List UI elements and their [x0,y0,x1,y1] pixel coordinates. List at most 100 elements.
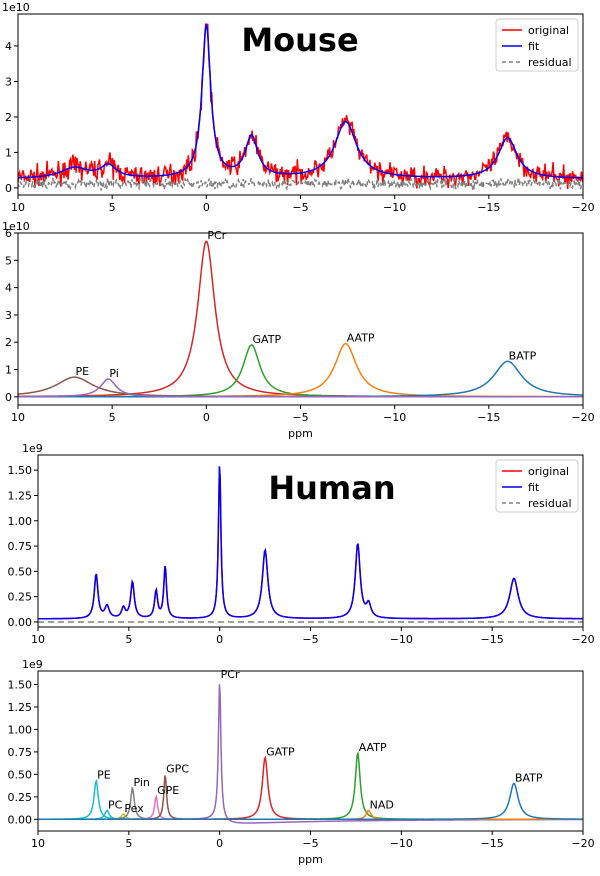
y-multiplier: 1e10 [2,220,30,233]
x-tick-label: 5 [125,837,132,850]
series-line-original [18,23,583,190]
legend-box [495,459,579,513]
peak-label-GATP: GATP [253,333,282,346]
x-tick-label: 5 [109,411,116,424]
mouse-components-panel: PCr GATP AATP BATP PE Pi 10 5 0 −5 −10 −15 −20 0 1 2 3 4 5… [2,220,595,440]
peak-label-GATP: GATP [266,745,295,758]
series-line-fit [18,22,583,179]
legend-box [495,18,579,72]
peak-label-Pi: Pi [109,367,118,380]
series-line-residual [18,176,583,192]
x-tick-label: 5 [125,633,132,646]
legend: original fit residual [495,18,579,72]
y-tick-label: 3 [5,309,12,322]
peak-label-PE: PE [97,769,111,782]
x-tick-label: 0 [203,201,210,214]
x-axis-label: ppm [298,853,323,866]
x-tick-label: −15 [481,633,504,646]
x-tick-label: −10 [390,633,413,646]
x-tick-label: 10 [11,201,25,214]
x-tick-label: 10 [31,633,45,646]
x-tick-label: 10 [11,411,25,424]
y-tick-label: 0.25 [8,791,33,804]
x-tick-label: 0 [216,837,223,850]
peak-label-NAD: NAD [370,798,394,811]
human-title: Human [268,469,395,507]
plot-area [38,684,583,824]
x-tick-label: 5 [109,201,116,214]
x-tick-label: −15 [477,201,500,214]
y-tick-label: 0.50 [8,768,33,781]
y-tick-label: 0.75 [8,746,33,759]
x-tick-label: −10 [390,837,413,850]
peak-label-BATP: BATP [515,771,543,784]
legend: original fit residual [495,459,579,513]
y-tick-label: 3 [5,75,12,88]
y-tick-label: 0.75 [8,540,33,553]
peak-label-PE: PE [76,365,90,378]
x-tick-label: −15 [481,837,504,850]
x-tick-label: −10 [383,411,406,424]
y-tick-label: 5 [5,254,12,267]
y-tick-label: 0.50 [8,565,33,578]
plot-area [38,466,583,623]
peak-label-PCr: PCr [221,668,240,681]
human-components-panel: PE PC Pex Pin GPE GPC PCr GATP AATP NAD BATP 10 5 0 −5… [8,658,595,866]
y-tick-label: 1 [5,364,12,377]
y-multiplier: 1e9 [22,442,43,455]
series-line-Pi [18,378,583,398]
series-line-PE [18,376,583,398]
peak-label-PCr: PCr [207,229,226,242]
legend-label-residual: residual [528,56,572,69]
legend-label-original: original [528,24,569,37]
x-tick-label: −20 [571,201,594,214]
legend-label-residual: residual [528,497,572,510]
x-tick-label: −5 [292,411,308,424]
y-tick-label: 0.00 [8,813,33,826]
y-tick-label: 6 [5,227,12,240]
x-tick-label: −5 [302,837,318,850]
mouse-observed-panel: 10 5 0 −5 −10 −15 −20 0 1 2 3 4 1e10 original fit resid… [2,1,595,214]
series-line-PCr [18,240,583,398]
peak-label-Pin: Pin [133,776,149,789]
x-tick-label: 0 [203,411,210,424]
y-multiplier: 1e10 [2,1,30,14]
series-line-BATP [38,782,583,821]
peak-label-BATP: BATP [509,349,537,362]
legend-label-fit: fit [528,481,540,494]
plot-area [18,22,583,192]
x-tick-label: −10 [383,201,406,214]
y-tick-label: 4 [5,282,12,295]
plot-area [18,240,583,398]
x-tick-label: −5 [292,201,308,214]
x-tick-label: −5 [302,633,318,646]
y-tick-label: 1.00 [8,723,33,736]
x-tick-label: 10 [31,837,45,850]
y-multiplier: 1e9 [22,658,43,671]
y-tick-label: 1.50 [8,678,33,691]
y-tick-label: 0.00 [8,616,33,629]
axes-frame [17,232,584,406]
y-tick-label: 0.25 [8,591,33,604]
y-tick-label: 2 [5,111,12,124]
y-tick-label: 1.25 [8,701,33,714]
y-tick-label: 0 [5,391,12,404]
y-tick-label: 1 [5,146,12,159]
peak-label-Pex: Pex [124,802,144,815]
x-tick-label: −15 [477,411,500,424]
series-line-BATP [18,360,583,398]
y-tick-label: 2 [5,336,12,349]
legend-label-fit: fit [528,40,540,53]
peak-label-GPE: GPE [157,784,179,797]
y-tick-label: 1.25 [8,489,33,502]
x-tick-label: 0 [216,633,223,646]
x-axis-label: ppm [288,427,313,440]
series-line-fit [38,466,583,620]
legend-label-original: original [528,465,569,478]
x-tick-label: −20 [571,837,594,850]
y-tick-label: 1.00 [8,515,33,528]
y-tick-label: 0 [5,182,12,195]
peak-label-AATP: AATP [359,741,387,754]
x-tick-label: −20 [571,633,594,646]
